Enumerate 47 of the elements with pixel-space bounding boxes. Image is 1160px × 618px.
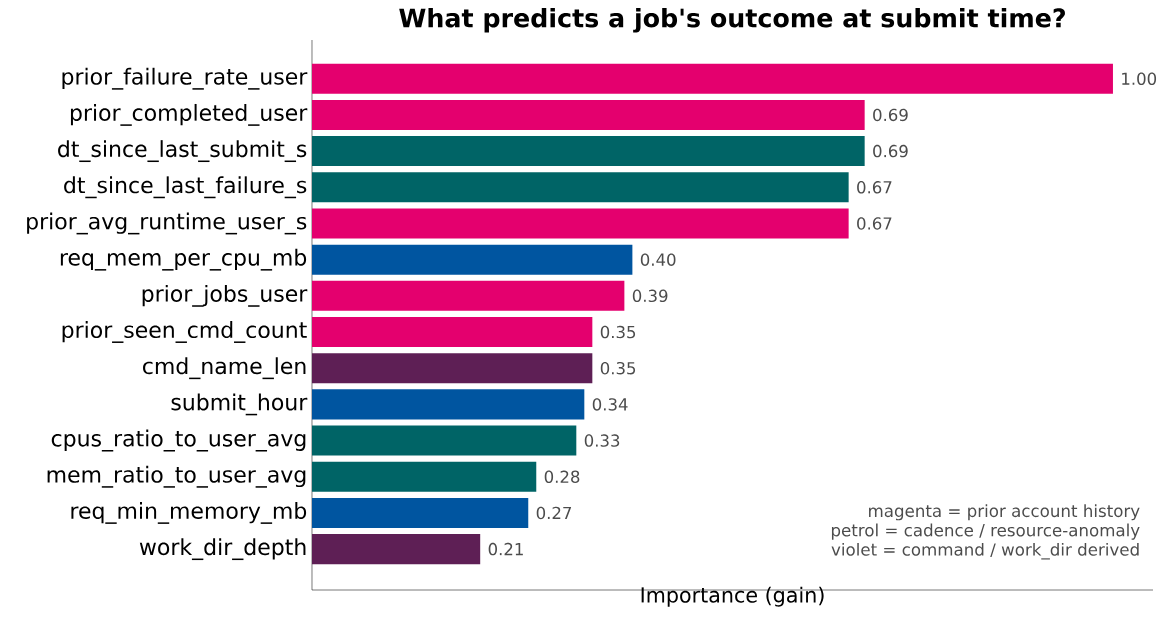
bar [312,136,865,167]
data-label: 0.69 [873,144,908,158]
data-label: 0.28 [544,470,580,483]
bar [312,425,577,456]
bar [312,534,481,565]
y-tick-label: prior_completed_user [70,103,308,126]
data-label: 0.21 [488,542,523,556]
bar [312,280,625,311]
data-label: 0.35 [600,361,636,375]
y-tick-label: req_mem_per_cpu_mb [60,248,307,271]
y-tick-label: cmd_name_len [143,357,306,380]
data-label: 0.33 [584,434,620,447]
bar [312,461,537,492]
bar [312,353,593,384]
y-tick-label: cpus_ratio_to_user_avg [51,429,306,452]
y-tick-label: req_min_memory_mb [71,501,307,524]
annotation: petrol = cadence / resource-anomaly [831,523,1140,540]
y-tick-label: prior_seen_cmd_count [62,321,307,343]
bar [312,63,1113,94]
bar [312,317,593,348]
bar [312,99,865,130]
y-tick-label: work_dir_depth [139,538,306,561]
bar [312,497,529,528]
y-tick-label: dt_since_last_failure_s [64,176,307,199]
data-label: 0.34 [592,398,628,411]
data-label: 0.35 [600,325,636,339]
bar [312,172,849,203]
data-label: 0.27 [536,506,572,520]
y-tick-label: prior_failure_rate_user [62,67,308,90]
y-tick-label: mem_ratio_to_user_avg [47,465,306,488]
y-tick-label: prior_jobs_user [142,284,308,307]
x-axis-title: Importance (gain) [641,586,824,607]
annotation: violet = command / work_dir derived [831,542,1139,560]
y-tick-label: dt_since_last_submit_s [58,140,307,163]
annotation: magenta = prior account history [869,504,1140,521]
data-label: 0.39 [632,289,668,303]
bar [312,389,585,420]
y-tick-label: submit_hour [171,393,308,416]
y-tick-label: prior_avg_runtime_user_s [27,212,307,235]
data-label: 1.00 [1122,72,1157,85]
chart-title: What predicts a job's outcome at submit time? [399,7,1065,33]
bar [312,208,849,239]
bar [312,244,633,275]
data-label: 0.67 [857,181,892,194]
data-label: 0.69 [873,108,908,122]
data-label: 0.40 [640,253,676,266]
data-label: 0.67 [857,217,892,230]
